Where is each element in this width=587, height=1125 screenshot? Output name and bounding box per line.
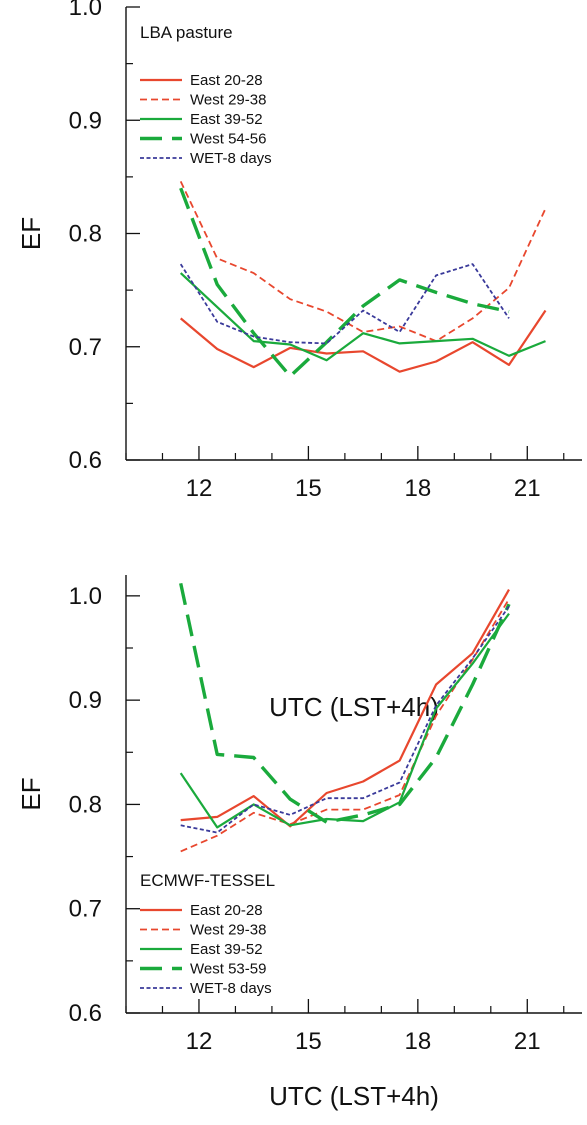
x-tick-label: 21 xyxy=(514,475,541,502)
legend-label: East 39-52 xyxy=(190,111,263,128)
panel-lba-pasture: 12 15 18 21 0.6 0.7 0.8 0.9 1.0 UTC (LST+4h) EF LBA… xyxy=(16,0,582,722)
y-tick-label: 0.6 xyxy=(69,1000,102,1027)
series-line-west-54-56 xyxy=(179,187,510,378)
panel-title: LBA pasture xyxy=(140,23,233,42)
x-axis-title: UTC (LST+4h) xyxy=(269,692,439,722)
panel-title: ECMWF-TESSEL xyxy=(140,871,275,890)
panel-ecmwf-tessel: 12 15 18 21 0.6 0.7 0.8 0.9 1.0 UTC (LST+4h) EF ECM… xyxy=(16,575,582,1111)
series-line-east-39-52 xyxy=(179,272,546,362)
x-tick-label: 15 xyxy=(295,475,322,502)
series-line-east-20-28 xyxy=(179,309,547,373)
series-line-west-29-38 xyxy=(179,181,547,343)
series-line-wet-8-days xyxy=(180,605,510,834)
x-tick-label: 12 xyxy=(186,475,213,502)
series-line-wet-8-days xyxy=(179,263,510,345)
legend-label: West 54-56 xyxy=(190,131,266,148)
y-tick-label: 0.9 xyxy=(69,687,102,714)
series-line-west-29-38 xyxy=(180,598,510,853)
legend-label: East 39-52 xyxy=(190,941,263,958)
y-tick-label: 0.6 xyxy=(69,447,102,474)
series-line-west-53-59 xyxy=(179,582,511,824)
y-tick-label: 1.0 xyxy=(69,0,102,21)
y-tick-label: 0.7 xyxy=(69,334,102,361)
y-tick-label: 0.8 xyxy=(69,221,102,248)
legend-label: West 29-38 xyxy=(190,92,266,109)
y-axis-title: EF xyxy=(16,777,46,810)
x-tick-label: 18 xyxy=(404,1028,431,1055)
legend-label: West 29-38 xyxy=(190,922,266,939)
x-axis-title: UTC (LST+4h) xyxy=(269,1081,439,1111)
x-tick-label: 18 xyxy=(404,475,431,502)
y-tick-label: 0.9 xyxy=(69,107,102,134)
legend-label: WET-8 days xyxy=(190,150,272,167)
y-tick-label: 0.7 xyxy=(69,896,102,923)
legend-label: West 53-59 xyxy=(190,961,266,978)
y-tick-label: 1.0 xyxy=(69,583,102,610)
legend-label: East 20-28 xyxy=(190,72,263,89)
x-tick-label: 15 xyxy=(295,1028,322,1055)
x-tick-label: 21 xyxy=(514,1028,541,1055)
x-tick-label: 12 xyxy=(186,1028,213,1055)
series-line-east-20-28 xyxy=(180,589,510,828)
y-tick-label: 0.8 xyxy=(69,791,102,818)
y-axis-title: EF xyxy=(16,217,46,250)
legend-label: East 20-28 xyxy=(190,902,263,919)
legend-label: WET-8 days xyxy=(190,980,272,997)
